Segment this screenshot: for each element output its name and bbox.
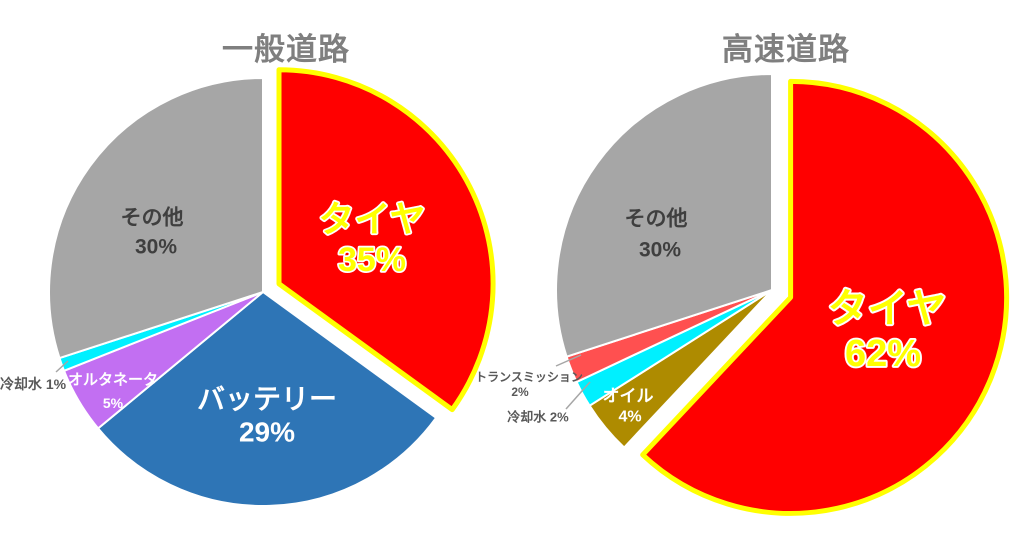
general-road-label-alternator-value: 5% (103, 395, 124, 411)
highway-label-other-name: その他 (625, 208, 688, 231)
highway-label-tire-name: タイヤ (828, 287, 947, 331)
general-road-label-battery-name: バッテリー (197, 384, 337, 415)
general-road-label-coolant: 冷却水 1% (0, 376, 67, 392)
general-road-label-other-name: その他 (121, 207, 184, 230)
general-road-label-tire-value: 35% (338, 241, 406, 279)
general-road-slice-other (48, 77, 264, 360)
highway-slice-tire (640, 78, 1010, 516)
general-road-label-alternator-name: オルタネータ (68, 372, 158, 389)
general-road-label-tire-name: タイヤ (319, 199, 426, 240)
highway-label-tire-value: 62% (845, 333, 921, 375)
highway-leader-coolant (565, 381, 591, 410)
highway-label-transmission-name: トランスミッション (475, 370, 583, 384)
chart-title-general-road: 一般道路 (222, 32, 350, 67)
general-road-leader-coolant (55, 360, 69, 373)
highway-slice-other (555, 73, 773, 358)
general-road-label-other-value: 30% (135, 236, 177, 259)
general-road-label-battery-value: 29% (239, 417, 295, 448)
highway-label-oil-name: オイル (603, 387, 654, 406)
general-road-slice-battery (97, 291, 438, 507)
highway-label-coolant: 冷却水 2% (507, 410, 569, 425)
highway-label-other-value: 30% (639, 239, 681, 262)
general-road-slice-tire (276, 67, 496, 413)
highway-label-transmission-value: 2% (511, 385, 529, 399)
chart-title-highway: 高速道路 (722, 32, 850, 67)
highway-label-oil-value: 4% (618, 409, 641, 426)
highway-leader-transmission (555, 354, 582, 367)
